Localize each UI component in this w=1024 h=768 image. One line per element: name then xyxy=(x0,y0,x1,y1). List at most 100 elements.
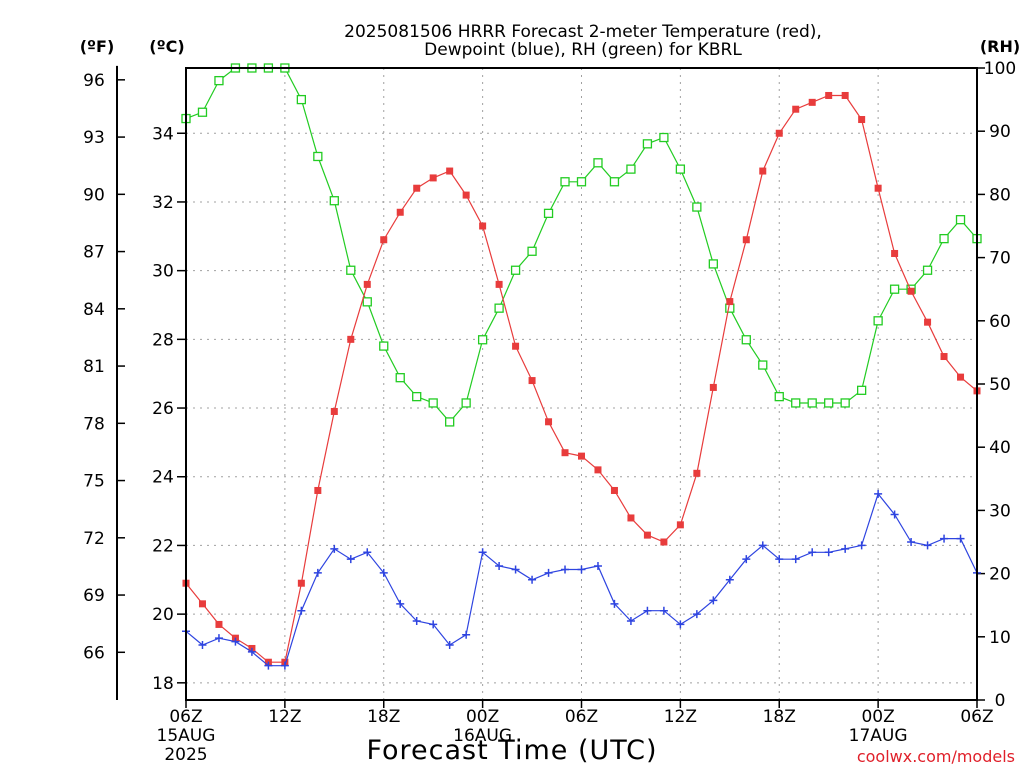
rh-point xyxy=(922,265,933,275)
temperature-point xyxy=(429,174,437,182)
grid-lines xyxy=(186,68,977,700)
temperature-point xyxy=(858,116,866,124)
fahrenheit-tick-label: 84 xyxy=(83,300,105,320)
dewpoint-point xyxy=(874,489,883,498)
dewpoint-point xyxy=(692,610,701,619)
rh-point xyxy=(379,341,389,351)
temperature-point xyxy=(446,167,454,175)
dewpoint-point xyxy=(445,641,454,650)
dewpoint-point xyxy=(412,617,421,625)
dewpoint-point xyxy=(396,599,405,608)
rh-unit-label: (RH) xyxy=(980,37,1020,56)
rh-point xyxy=(313,151,323,162)
dewpoint-point xyxy=(198,641,207,650)
temperature-point xyxy=(610,486,618,494)
x-tick-label: 00Z xyxy=(861,707,894,727)
temperature-point xyxy=(545,418,553,426)
dewpoint-point xyxy=(824,548,833,557)
x-tick-label: 00Z xyxy=(466,707,499,727)
dewpoint-point xyxy=(841,544,850,553)
dewpoint-point xyxy=(940,534,949,543)
dewpoint-point xyxy=(775,555,784,564)
rh-point xyxy=(856,385,867,395)
rh-tick-label: 0 xyxy=(995,691,1006,711)
dewpoint-point xyxy=(626,617,635,625)
dewpoint-point xyxy=(577,565,586,574)
temperature-point xyxy=(891,249,899,257)
fahrenheit-tick-label: 96 xyxy=(83,71,105,91)
dewpoint-point xyxy=(758,541,767,550)
dewpoint-point xyxy=(528,575,537,584)
dewpoint-point xyxy=(890,510,899,519)
temperature-point xyxy=(940,353,948,361)
temperature-point xyxy=(825,91,833,99)
rh-point xyxy=(807,398,817,408)
rh-point xyxy=(955,215,966,225)
temperature-point xyxy=(413,184,421,192)
celsius-tick-label: 20 xyxy=(152,605,174,625)
celsius-tick-label: 30 xyxy=(152,262,174,282)
temperature-point xyxy=(742,236,750,244)
x-tick-date: 15AUG xyxy=(157,726,216,746)
x-tick-date: 17AUG xyxy=(849,726,908,746)
temperature-point xyxy=(198,600,206,608)
dewpoint-point xyxy=(742,555,751,564)
temperature-point xyxy=(676,521,684,529)
rh-point xyxy=(560,177,570,187)
rh-tick-label: 10 xyxy=(989,628,1011,648)
dewpoint-point xyxy=(709,596,718,605)
dewpoint-point xyxy=(593,562,602,571)
temperature-point xyxy=(693,469,701,477)
dewpoint-point xyxy=(643,606,652,615)
rh-tick-label: 100 xyxy=(984,59,1016,79)
rh-point xyxy=(675,164,686,174)
rh-point xyxy=(692,202,702,212)
rh-point xyxy=(642,139,653,149)
rh-point xyxy=(428,398,438,408)
x-tick-label: 12Z xyxy=(268,707,301,727)
dewpoint-point xyxy=(264,661,273,670)
x-tick-label: 06Z xyxy=(565,707,598,727)
temperature-point xyxy=(709,383,717,391)
celsius-tick-label: 26 xyxy=(152,399,174,419)
temperature-point xyxy=(215,620,223,628)
dewpoint-point xyxy=(956,534,965,543)
celsius-tick-label: 32 xyxy=(152,193,174,213)
rh-point xyxy=(576,177,587,187)
rh-point xyxy=(461,398,471,408)
fahrenheit-unit-label: (ºF) xyxy=(80,37,115,56)
rh-point xyxy=(873,316,883,326)
temperature-point xyxy=(759,167,767,175)
rh-point xyxy=(791,398,801,408)
dewpoint-point xyxy=(379,568,388,577)
dewpoint-point xyxy=(313,568,322,577)
temperature-point xyxy=(347,335,355,343)
dewpoint-point xyxy=(231,637,240,646)
rh-point xyxy=(527,246,537,256)
fahrenheit-tick-label: 69 xyxy=(83,586,105,606)
temperature-point xyxy=(380,236,388,244)
fahrenheit-tick-label: 87 xyxy=(83,243,105,263)
temperature-point xyxy=(479,222,487,230)
x-tick-label: 06Z xyxy=(169,707,202,727)
rh-tick-label: 50 xyxy=(989,375,1011,395)
dewpoint-point xyxy=(808,548,817,557)
dewpoint-point xyxy=(511,565,520,574)
dewpoint-point xyxy=(462,630,471,639)
dewpoint-point xyxy=(495,562,504,571)
temperature-point xyxy=(775,129,783,137)
celsius-tick-label: 28 xyxy=(152,330,174,350)
dewpoint-point xyxy=(330,544,339,553)
rh-tick-label: 30 xyxy=(989,501,1011,521)
temperature-point xyxy=(660,538,668,546)
rh-point xyxy=(659,132,669,143)
temperature-point xyxy=(792,105,800,113)
x-tick-label: 12Z xyxy=(664,707,697,727)
dewpoint-point xyxy=(923,541,932,550)
temperature-point xyxy=(330,407,338,415)
dewpoint-point xyxy=(247,647,256,656)
fahrenheit-tick-label: 81 xyxy=(83,357,105,377)
temperature-point xyxy=(462,191,470,199)
rh-point xyxy=(725,303,735,313)
rh-tick-label: 60 xyxy=(989,312,1011,332)
